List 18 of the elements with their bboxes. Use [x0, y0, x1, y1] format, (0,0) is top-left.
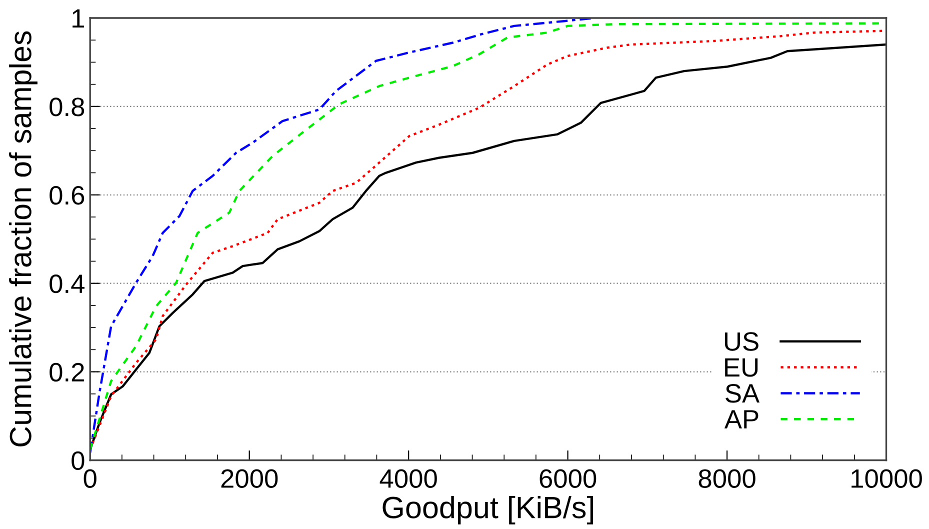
x-tick-label: 2000 — [221, 469, 278, 488]
legend-label: EU — [725, 358, 758, 377]
x-axis-title: Goodput [KiB/s] — [382, 496, 594, 524]
y-tick-label: 0.2 — [50, 362, 84, 382]
y-tick-label: 0.8 — [50, 98, 84, 116]
y-tick-label: 0 — [72, 451, 84, 470]
y-tick-label: 0.6 — [50, 186, 84, 205]
legend-label: AP — [724, 410, 758, 428]
y-axis-title: Cumulative fraction of samples — [8, 31, 38, 446]
x-tick-label: 8000 — [698, 469, 756, 488]
x-tick-label: 4000 — [380, 469, 437, 488]
x-tick-label: 10000 — [852, 469, 922, 488]
x-tick-label: 0 — [84, 469, 96, 488]
y-tick-label: 0.4 — [50, 274, 84, 294]
x-tick-label: 6000 — [540, 469, 596, 488]
legend-label: US — [724, 332, 758, 351]
y-tick-label: 1 — [72, 9, 84, 28]
legend-label: SA — [726, 384, 760, 403]
